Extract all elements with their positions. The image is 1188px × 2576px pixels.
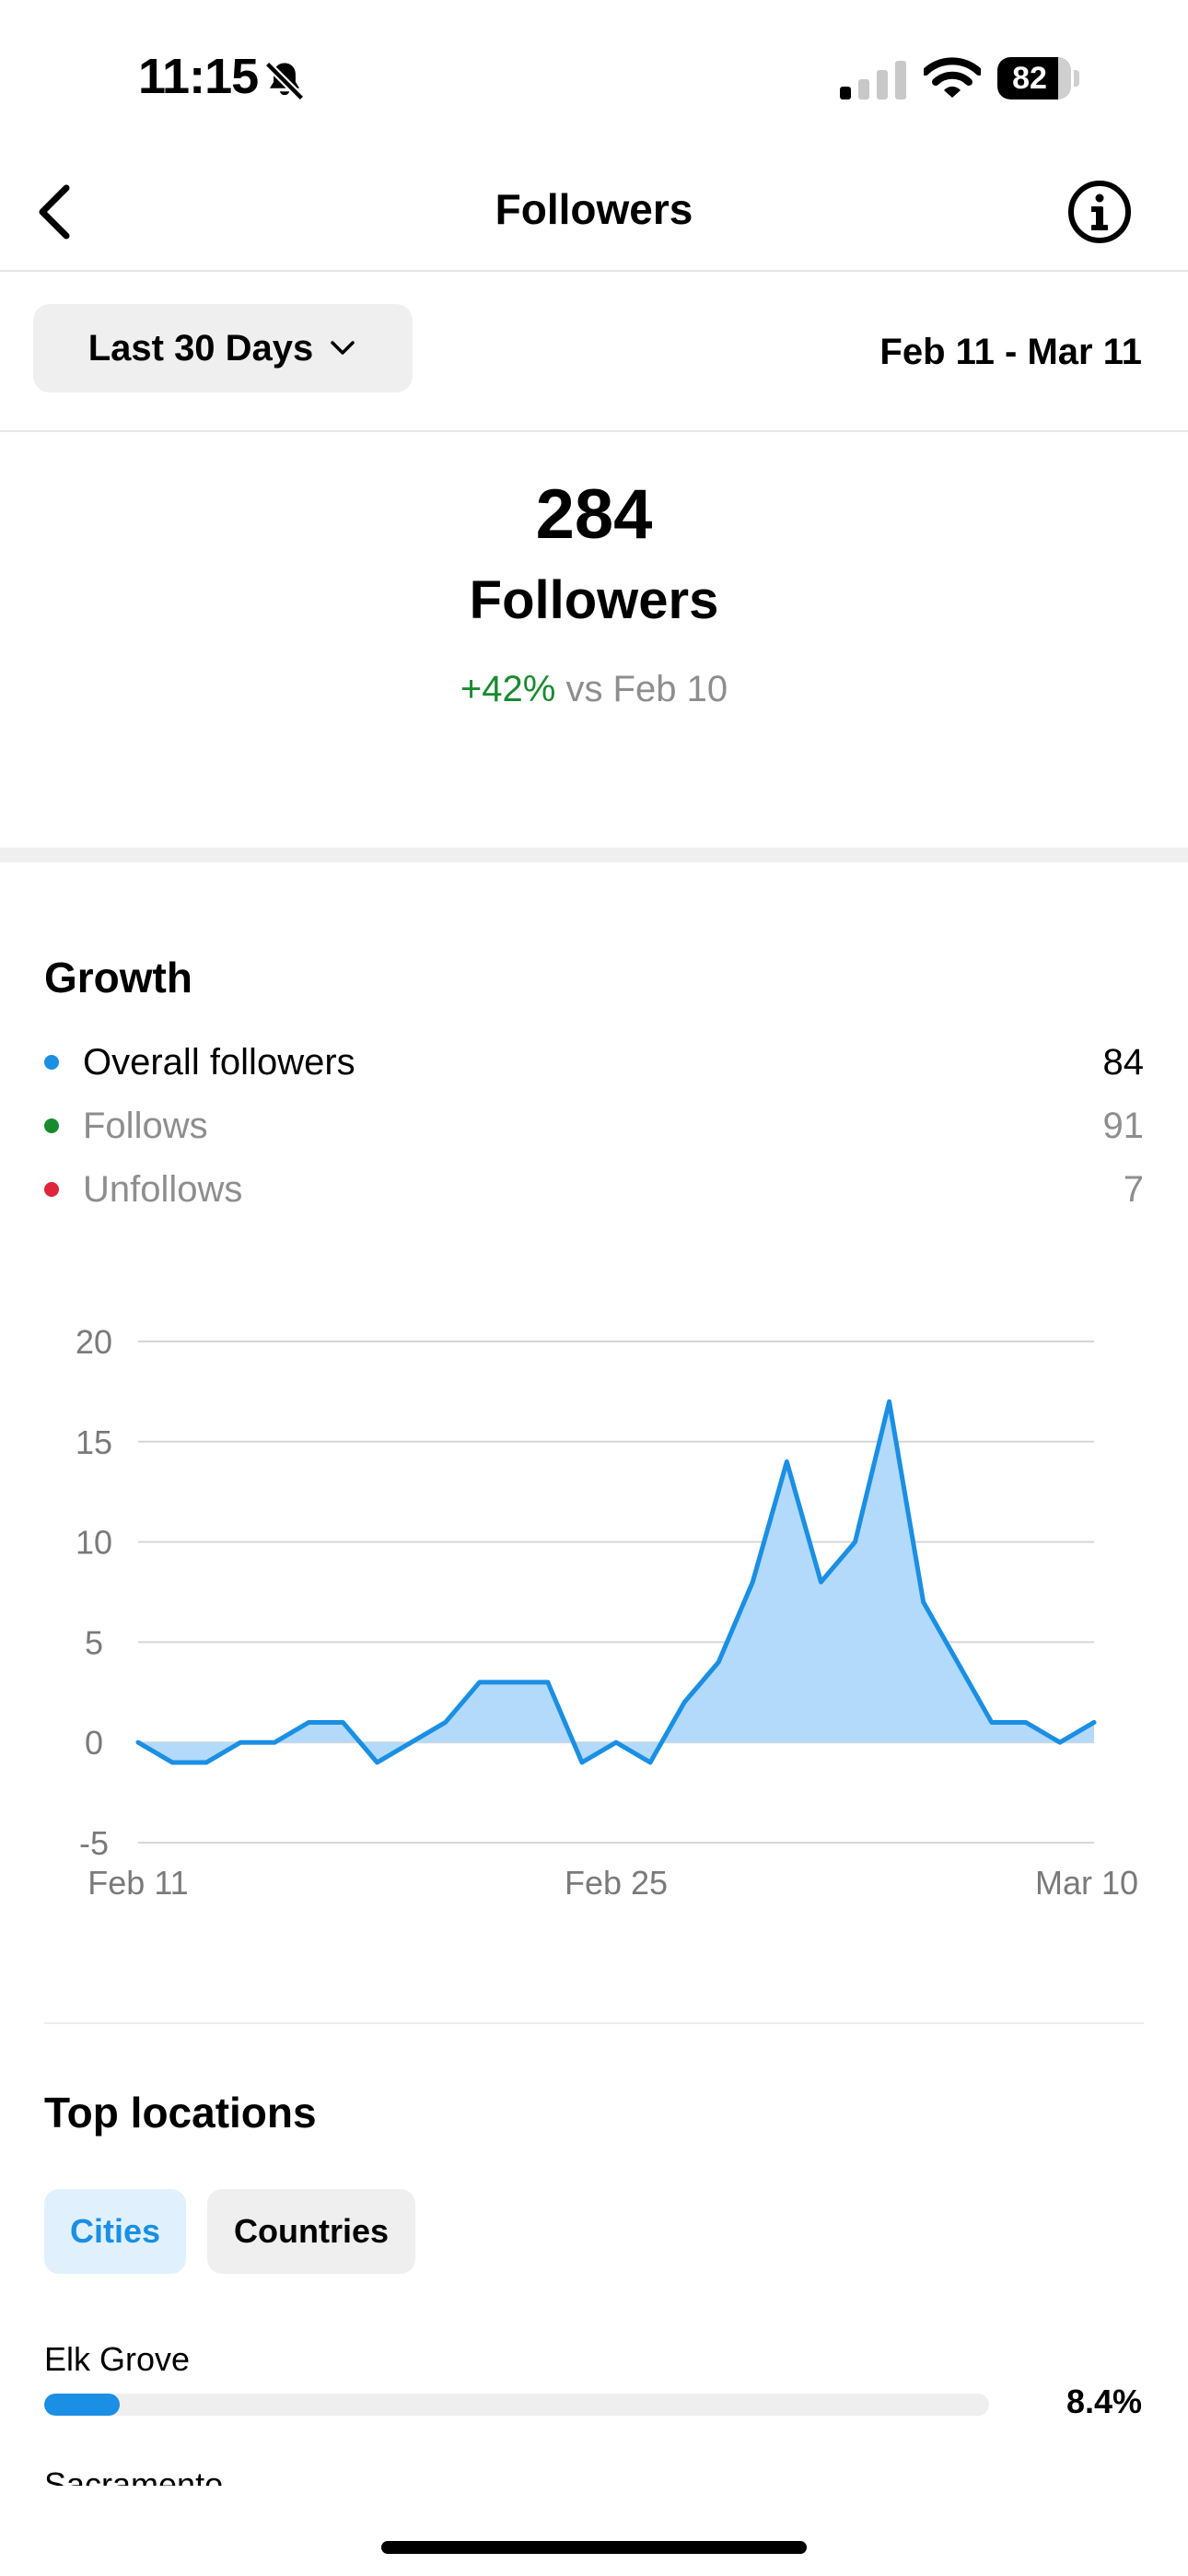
battery-fill xyxy=(997,57,1058,100)
tab-cities[interactable]: Cities xyxy=(44,2189,186,2274)
y-tick-label: 10 xyxy=(76,1524,112,1562)
legend-value: 91 xyxy=(1102,1105,1145,1146)
legend-label: Overall followers xyxy=(83,1041,355,1083)
change-percent: +42% xyxy=(460,669,556,709)
growth-title: Growth xyxy=(44,954,192,1001)
followers-change: +42% vs Feb 10 xyxy=(0,669,1188,710)
info-icon[interactable] xyxy=(1066,179,1133,245)
page-title: Followers xyxy=(495,185,693,233)
status-time: 11:15 xyxy=(138,49,259,104)
legend-value: 7 xyxy=(1123,1168,1144,1210)
section-separator xyxy=(0,848,1188,862)
range-divider xyxy=(0,430,1188,432)
legend-value: 84 xyxy=(1102,1041,1145,1083)
tab-countries[interactable]: Countries xyxy=(207,2189,415,2274)
location-percent: 8.4% xyxy=(1066,2383,1142,2420)
x-tick-label: Mar 10 xyxy=(1035,1864,1138,1902)
chevron-down-icon xyxy=(331,341,355,355)
legend-dot-green xyxy=(44,1118,59,1133)
x-tick-label: Feb 25 xyxy=(565,1864,668,1902)
location-bar-fill xyxy=(44,2394,120,2416)
followers-label: Followers xyxy=(469,570,719,630)
legend-label: Follows xyxy=(83,1105,208,1146)
location-name: Sacramento xyxy=(44,2465,224,2486)
change-comparison: vs Feb 10 xyxy=(565,669,728,709)
legend-overall-followers: Overall followers 84 xyxy=(44,1036,1144,1088)
back-chevron-icon[interactable] xyxy=(26,175,81,249)
top-locations-title: Top locations xyxy=(44,2089,317,2137)
growth-line xyxy=(135,1399,1097,1765)
y-tick-label: -5 xyxy=(79,1824,109,1862)
battery-indicator: 82 xyxy=(997,57,1080,100)
date-range-label: Last 30 Days xyxy=(87,327,314,369)
legend-unfollows: Unfollows 7 xyxy=(44,1164,1144,1215)
location-name: Elk Grove xyxy=(44,2340,191,2378)
legend-dot-blue xyxy=(44,1055,59,1070)
bell-muted-icon xyxy=(264,61,305,101)
legend-dot-red xyxy=(44,1182,59,1197)
legend-label: Unfollows xyxy=(83,1168,243,1210)
x-tick-label: Feb 11 xyxy=(87,1864,188,1902)
followers-count: 284 xyxy=(535,475,653,554)
cellular-signal-icon xyxy=(840,61,906,100)
y-tick-label: 5 xyxy=(85,1623,103,1661)
chart-divider xyxy=(44,2022,1144,2024)
wifi-icon xyxy=(924,57,981,98)
y-tick-label: 0 xyxy=(85,1724,103,1762)
date-range-text: Feb 11 - Mar 11 xyxy=(879,332,1142,372)
y-tick-label: 15 xyxy=(76,1423,112,1461)
y-tick-label: 20 xyxy=(76,1323,112,1361)
location-bar-track xyxy=(44,2394,989,2416)
battery-level: 82 xyxy=(1012,61,1047,96)
legend-follows: Follows 91 xyxy=(44,1100,1144,1152)
location-item-clipped: Sacramento xyxy=(44,2465,597,2486)
header-divider xyxy=(0,270,1188,272)
growth-area xyxy=(138,1401,1094,1762)
date-range-dropdown[interactable]: Last 30 Days xyxy=(33,304,413,392)
home-indicator xyxy=(381,2541,807,2554)
